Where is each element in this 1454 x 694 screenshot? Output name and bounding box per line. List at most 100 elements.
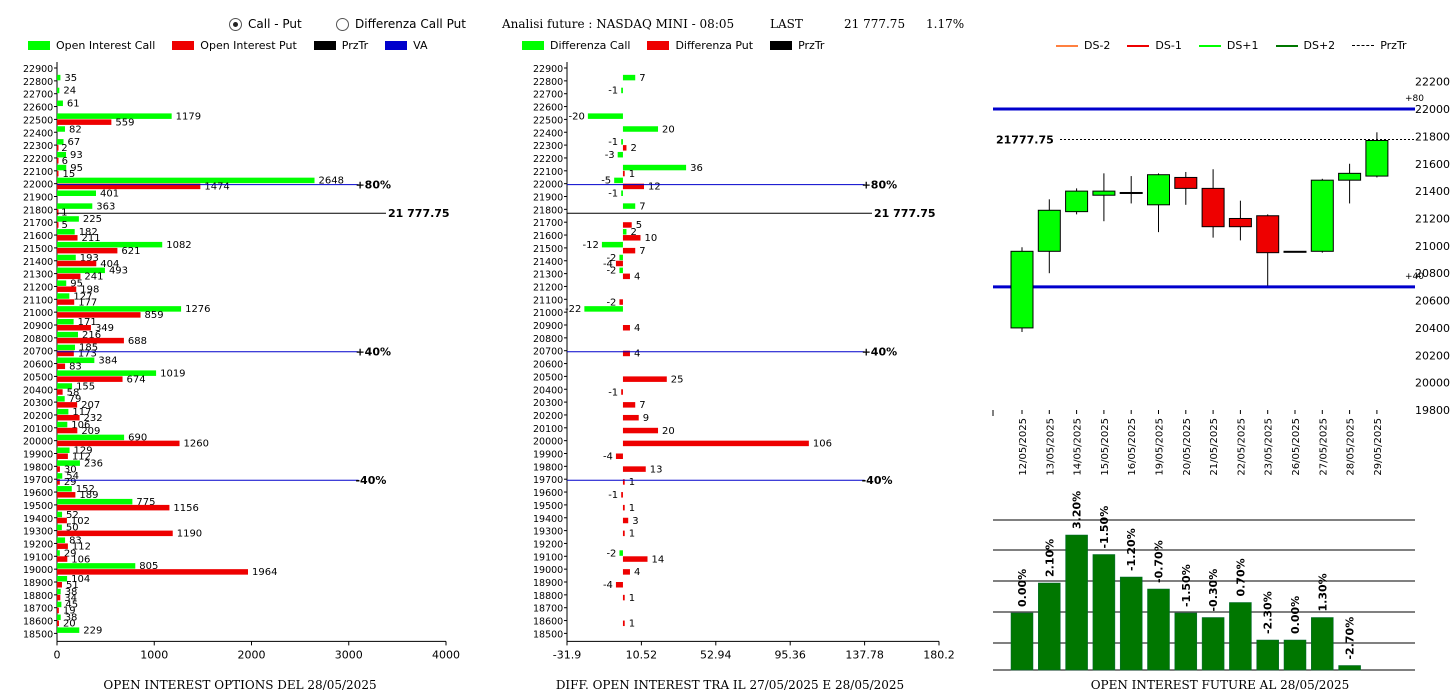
candle-body bbox=[1174, 176, 1198, 189]
panel3-title: OPEN INTEREST FUTURE AL 28/05/2025 bbox=[1090, 678, 1350, 692]
strike-label: 20700 bbox=[533, 347, 563, 358]
strike-label: 20800 bbox=[23, 334, 53, 345]
y-tick-label: 21000 bbox=[1415, 240, 1450, 253]
bar-value-label: 51 bbox=[66, 580, 79, 591]
oi-bar bbox=[1147, 588, 1170, 671]
bar-value-label: 493 bbox=[109, 266, 128, 277]
bar-value-label: 83 bbox=[69, 535, 82, 546]
put-bar bbox=[57, 389, 63, 395]
strike-label: 18900 bbox=[533, 578, 563, 589]
legend-swatch-va bbox=[385, 41, 408, 50]
strike-label: 19500 bbox=[533, 501, 563, 512]
bar-value-label: 1 bbox=[629, 593, 635, 604]
y-tick-label: 22000 bbox=[1415, 103, 1450, 116]
bar-value-label: 404 bbox=[100, 259, 119, 270]
bar-value-label: 559 bbox=[115, 117, 134, 128]
strike-label: 19200 bbox=[533, 539, 563, 550]
bar-value-label: 1082 bbox=[166, 240, 191, 251]
strike-label: 19100 bbox=[23, 552, 53, 563]
call-bar bbox=[57, 396, 65, 402]
legend-label: PrzTr bbox=[798, 39, 825, 52]
legend-label: Open Interest Put bbox=[200, 39, 297, 52]
bar-value-label: 2 bbox=[630, 227, 636, 238]
bar-value-label: 1 bbox=[629, 169, 635, 180]
x-tick-label: 2000 bbox=[238, 648, 266, 661]
oi-bar-label: 0.70% bbox=[1234, 558, 1247, 596]
bar-value-label: 7 bbox=[639, 400, 645, 411]
radio-differenza[interactable]: Differenza Call Put bbox=[336, 14, 466, 34]
radio-call-put[interactable]: Call - Put bbox=[229, 14, 302, 34]
bar-value-label: 805 bbox=[139, 561, 158, 572]
strike-label: 22400 bbox=[23, 128, 53, 139]
strike-label: 21500 bbox=[533, 244, 563, 255]
strike-label: 22900 bbox=[23, 64, 53, 75]
legend-swatch-call bbox=[28, 41, 50, 50]
oi-bar-label: -2.30% bbox=[1262, 591, 1275, 634]
legend-label: DS+2 bbox=[1303, 39, 1336, 52]
call-bar bbox=[57, 460, 80, 466]
put-bar bbox=[621, 492, 623, 498]
call-bar bbox=[57, 421, 68, 428]
call-bar bbox=[57, 280, 67, 286]
call-bar bbox=[617, 151, 623, 158]
candle-body bbox=[1201, 187, 1225, 228]
put-bar bbox=[57, 209, 59, 215]
legend-label: PrzTr bbox=[1380, 39, 1407, 52]
strike-label: 22900 bbox=[533, 64, 563, 75]
call-bar bbox=[57, 216, 79, 222]
put-bar bbox=[57, 453, 68, 459]
radio-differenza-label: Differenza Call Put bbox=[355, 17, 466, 31]
strike-label: 21200 bbox=[23, 282, 53, 293]
put-bar bbox=[622, 414, 639, 421]
bar-value-label: 690 bbox=[128, 433, 147, 444]
strike-label: 20100 bbox=[23, 424, 53, 435]
bar-value-label: 5 bbox=[61, 220, 67, 231]
strike-label: 21400 bbox=[23, 257, 53, 268]
bar-value-label: -12 bbox=[583, 240, 599, 251]
legend-label: Differenza Put bbox=[675, 39, 754, 52]
strike-label: 20000 bbox=[23, 437, 53, 448]
strike-label: 22700 bbox=[533, 90, 563, 101]
bar-value-label: -2 bbox=[606, 253, 616, 264]
put-bar bbox=[57, 325, 91, 331]
bar-value-label: 193 bbox=[80, 253, 99, 264]
bar-value-label: 232 bbox=[84, 413, 103, 424]
call-bar bbox=[57, 408, 69, 415]
bar-value-label: 401 bbox=[100, 189, 119, 200]
put-bar bbox=[615, 453, 623, 459]
last-label: LAST bbox=[770, 17, 803, 31]
strike-label: 21700 bbox=[23, 218, 53, 229]
bar-value-label: 171 bbox=[78, 317, 97, 328]
x-tick-label: 180.2 bbox=[923, 648, 955, 661]
bar-value-label: 127 bbox=[73, 291, 92, 302]
put-bar bbox=[622, 466, 646, 472]
bar-value-label: 93 bbox=[70, 150, 83, 161]
change-percent: 1.17% bbox=[926, 17, 965, 31]
call-bar bbox=[622, 229, 627, 235]
oi-bar bbox=[1092, 554, 1116, 671]
put-bar bbox=[57, 569, 248, 575]
bar-value-label: 7 bbox=[639, 201, 645, 212]
strike-label: 21800 bbox=[23, 205, 53, 216]
strike-label: 22300 bbox=[23, 141, 53, 152]
bar-value-label: 4 bbox=[634, 272, 640, 283]
call-bar bbox=[57, 563, 136, 569]
oi-bar bbox=[1038, 582, 1061, 671]
call-bar bbox=[57, 550, 60, 556]
bar-value-label: 173 bbox=[78, 349, 97, 360]
call-bar bbox=[57, 177, 315, 184]
call-bar bbox=[57, 293, 70, 299]
bar-value-label: 12 bbox=[648, 182, 661, 193]
strike-label: 19500 bbox=[23, 501, 53, 512]
oi-bar-label: -2.70% bbox=[1344, 617, 1357, 660]
bar-value-label: 1474 bbox=[204, 182, 229, 193]
date-label: 15/05/2025 bbox=[1100, 418, 1111, 476]
strike-label: 18700 bbox=[23, 604, 53, 615]
bar-value-label: 20 bbox=[662, 124, 675, 135]
candle-body bbox=[1338, 172, 1362, 181]
oi-bar-label: 0.00% bbox=[1289, 596, 1302, 634]
call-bar bbox=[622, 74, 636, 81]
bar-value-label: -4 bbox=[603, 259, 613, 270]
put-bar bbox=[622, 350, 630, 357]
date-label: 19/05/2025 bbox=[1155, 418, 1166, 476]
